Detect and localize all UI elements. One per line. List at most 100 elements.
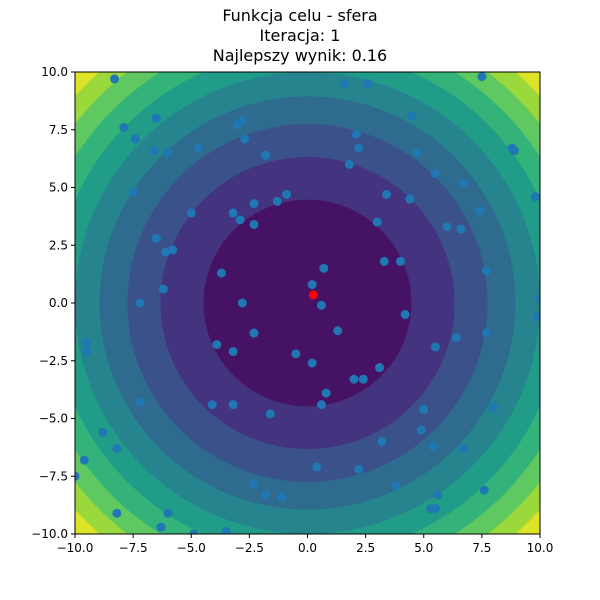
population-point	[458, 178, 468, 188]
population-point	[151, 233, 161, 243]
y-tick-label: 10.0	[41, 65, 68, 79]
population-point	[161, 247, 171, 257]
population-point	[340, 79, 350, 89]
population-point	[482, 328, 492, 338]
population-point	[375, 363, 385, 373]
y-tick-label: −10.0	[31, 527, 68, 541]
population-point	[168, 245, 178, 255]
population-point	[354, 143, 364, 153]
population-point	[163, 148, 173, 158]
y-tick-label: 5.0	[49, 181, 68, 195]
population-point	[433, 490, 443, 500]
chart-title-line-3: Najlepszy wynik: 0.16	[212, 46, 388, 65]
population-point	[416, 425, 426, 435]
population-point	[349, 374, 359, 384]
population-point	[312, 462, 322, 472]
population-point	[75, 471, 80, 481]
y-tick-label: 0.0	[49, 296, 68, 310]
population-point	[112, 508, 122, 518]
population-point	[430, 342, 440, 352]
population-point	[419, 404, 429, 414]
population-point	[319, 263, 329, 273]
population-point	[228, 208, 238, 218]
population-point	[482, 266, 492, 276]
population-point	[382, 189, 392, 199]
x-axis: −10.0 −7.5 −5.0 −2.5 0.0 2.5 5.0 7.5 10.0	[57, 534, 554, 555]
population-point	[477, 72, 487, 82]
population-point	[261, 490, 271, 500]
population-point	[98, 427, 108, 437]
population-point	[291, 349, 301, 359]
population-point	[354, 464, 364, 474]
x-tick-label: −5.0	[177, 541, 206, 555]
x-tick-label: 2.5	[356, 541, 375, 555]
population-point	[451, 333, 461, 343]
population-point	[135, 397, 145, 407]
population-point	[207, 400, 217, 410]
x-tick-label: 0.0	[298, 541, 317, 555]
population-point	[372, 217, 382, 227]
population-point	[475, 206, 485, 216]
population-point	[351, 129, 361, 139]
population-point	[158, 284, 168, 294]
population-point	[119, 122, 129, 132]
chart-title-line-1: Funkcja celu - sfera	[222, 6, 378, 25]
population-point	[428, 441, 438, 451]
y-tick-label: −2.5	[39, 354, 68, 368]
population-point	[344, 159, 354, 169]
population-point	[277, 492, 287, 502]
population-point	[112, 444, 122, 454]
population-point	[249, 328, 259, 338]
population-point	[128, 187, 138, 197]
population-point	[151, 113, 161, 123]
population-point	[163, 508, 173, 518]
population-point	[489, 402, 498, 412]
y-tick-label: −7.5	[39, 469, 68, 483]
y-tick-label: 7.5	[49, 123, 68, 137]
population-point	[237, 116, 247, 126]
population-point	[130, 134, 140, 144]
population-point	[110, 74, 120, 84]
x-tick-label: 10.0	[527, 541, 554, 555]
population-point	[240, 134, 250, 144]
population-point	[321, 388, 331, 398]
population-point	[316, 300, 326, 310]
best-point	[308, 290, 318, 300]
population-point	[412, 148, 422, 158]
population-point	[307, 280, 317, 290]
population-point	[407, 111, 417, 121]
x-tick-label: −10.0	[57, 541, 94, 555]
population-point	[396, 256, 405, 266]
x-tick-label: 5.0	[414, 541, 433, 555]
population-point	[379, 256, 389, 266]
population-point	[189, 529, 199, 534]
population-point	[221, 527, 231, 534]
population-point	[237, 298, 247, 308]
y-axis: −10.0 −7.5 −5.0 −2.5 0.0 2.5 5.0 7.5 10.0	[31, 65, 75, 541]
population-point	[535, 293, 540, 303]
population-point	[316, 400, 326, 410]
population-point	[442, 222, 452, 232]
population-point	[363, 79, 373, 89]
population-point	[377, 437, 387, 447]
population-point	[533, 312, 540, 322]
population-point	[249, 219, 259, 229]
population-point	[479, 485, 489, 495]
population-point	[216, 268, 226, 278]
population-point	[391, 480, 401, 490]
population-point	[228, 347, 238, 357]
population-point	[235, 215, 245, 225]
x-tick-label: −7.5	[119, 541, 148, 555]
chart-title-line-2: Iteracja: 1	[259, 26, 341, 45]
population-point	[405, 194, 415, 204]
population-point	[430, 169, 440, 179]
population-point	[272, 196, 282, 206]
population-point	[307, 358, 317, 368]
population-point	[530, 192, 540, 202]
population-point	[458, 444, 468, 454]
x-tick-label: −2.5	[235, 541, 264, 555]
population-point	[82, 347, 92, 357]
contour-band	[203, 199, 412, 407]
